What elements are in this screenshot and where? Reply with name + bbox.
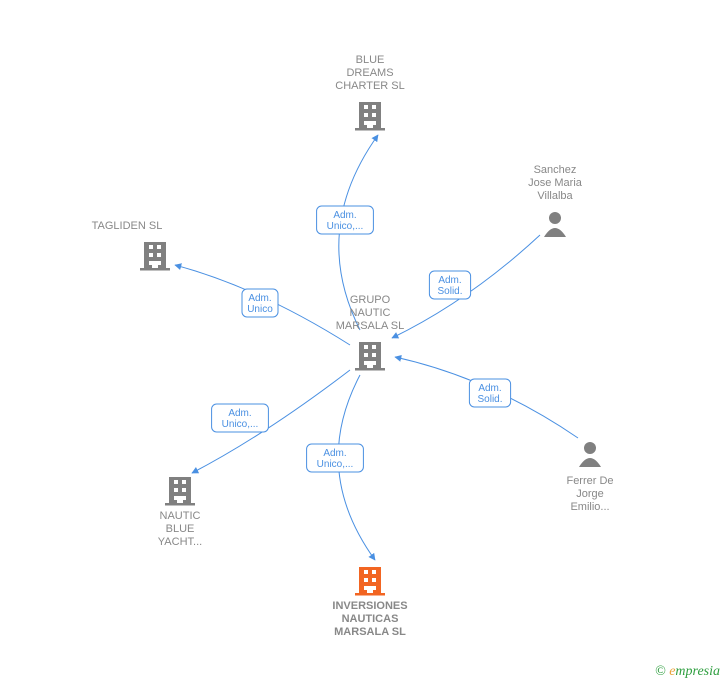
- svg-text:Adm.: Adm.: [438, 275, 461, 286]
- svg-text:Jose Maria: Jose Maria: [528, 177, 583, 189]
- svg-text:MARSALA SL: MARSALA SL: [334, 626, 406, 638]
- edge-label: Adm.Unico,...: [317, 206, 374, 234]
- svg-text:Sanchez: Sanchez: [534, 164, 577, 176]
- network-diagram: Adm.Unico,...Adm.UnicoAdm.Unico,...Adm.U…: [0, 0, 728, 685]
- node-label-tagliden: TAGLIDEN SL: [92, 220, 163, 232]
- building-icon: [355, 102, 385, 131]
- svg-text:Solid.: Solid.: [437, 286, 462, 297]
- building-icon: [165, 477, 195, 506]
- svg-text:BLUE: BLUE: [166, 523, 195, 535]
- svg-text:NAUTICAS: NAUTICAS: [342, 613, 399, 625]
- svg-text:NAUTIC: NAUTIC: [350, 307, 391, 319]
- svg-text:TAGLIDEN SL: TAGLIDEN SL: [92, 220, 163, 232]
- node-label-sanchez: SanchezJose MariaVillalba: [528, 164, 583, 202]
- svg-text:Unico,...: Unico,...: [317, 459, 354, 470]
- person-icon: [544, 212, 566, 237]
- svg-text:Ferrer De: Ferrer De: [566, 475, 613, 487]
- building-icon: [355, 567, 385, 596]
- svg-text:Unico: Unico: [247, 304, 273, 315]
- svg-text:Unico,...: Unico,...: [222, 419, 259, 430]
- node-label-inversiones: INVERSIONESNAUTICASMARSALA SL: [332, 600, 407, 638]
- svg-text:Solid.: Solid.: [477, 394, 502, 405]
- svg-text:YACHT...: YACHT...: [158, 536, 202, 548]
- svg-text:Unico,...: Unico,...: [327, 221, 364, 232]
- svg-text:CHARTER SL: CHARTER SL: [335, 80, 404, 92]
- edge-label: Adm.Unico,...: [212, 404, 269, 432]
- svg-text:BLUE: BLUE: [356, 54, 385, 66]
- edge-label: Adm.Solid.: [469, 379, 510, 407]
- svg-text:GRUPO: GRUPO: [350, 294, 391, 306]
- svg-text:INVERSIONES: INVERSIONES: [332, 600, 407, 612]
- svg-text:Adm.: Adm.: [323, 448, 346, 459]
- svg-text:Adm.: Adm.: [228, 408, 251, 419]
- watermark: © empresia: [655, 664, 720, 679]
- edge-label: Adm.Unico: [242, 289, 278, 317]
- node-label-blue_dreams: BLUEDREAMSCHARTER SL: [335, 54, 404, 92]
- svg-text:Adm.: Adm.: [248, 293, 271, 304]
- svg-text:Jorge: Jorge: [576, 488, 604, 500]
- node-label-nautic_blue: NAUTICBLUEYACHT...: [158, 510, 202, 548]
- svg-text:Adm.: Adm.: [478, 383, 501, 394]
- node-label-center: GRUPONAUTICMARSALA SL: [336, 294, 404, 332]
- svg-text:Villalba: Villalba: [537, 190, 573, 202]
- node-label-ferrer: Ferrer DeJorgeEmilio...: [566, 475, 613, 513]
- person-icon: [579, 442, 601, 467]
- svg-text:Adm.: Adm.: [333, 210, 356, 221]
- building-icon: [140, 242, 170, 271]
- svg-text:DREAMS: DREAMS: [346, 67, 393, 79]
- svg-text:NAUTIC: NAUTIC: [160, 510, 201, 522]
- edge-label: Adm.Solid.: [429, 271, 470, 299]
- edge-label: Adm.Unico,...: [307, 444, 364, 472]
- building-icon: [355, 342, 385, 371]
- svg-text:Emilio...: Emilio...: [570, 501, 609, 513]
- svg-text:MARSALA SL: MARSALA SL: [336, 320, 404, 332]
